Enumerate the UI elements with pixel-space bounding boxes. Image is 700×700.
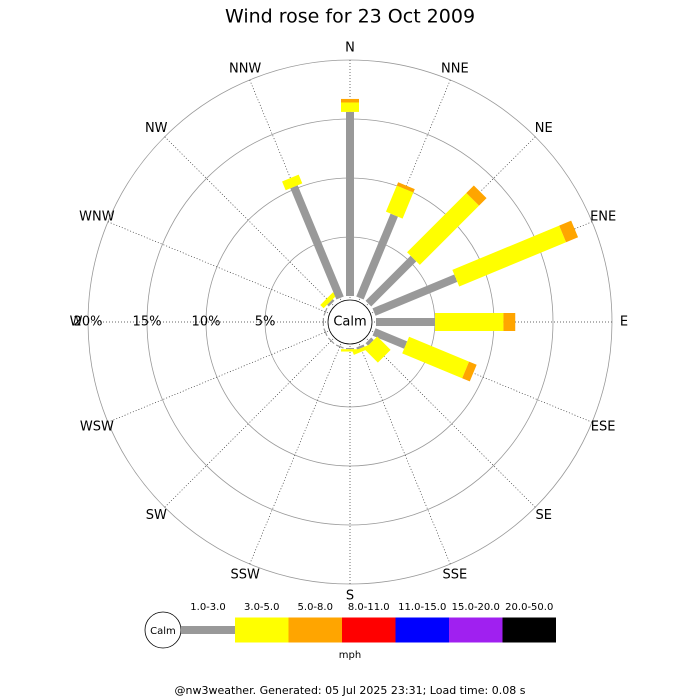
spoke: [164, 321, 351, 508]
legend-label: 11.0-15.0: [398, 602, 446, 613]
legend-label: 3.0-5.0: [244, 602, 279, 613]
bar-segment: [365, 255, 417, 307]
direction-label: N: [345, 41, 355, 56]
legend-label: 1.0-3.0: [190, 602, 225, 613]
bar-segment: [364, 336, 391, 363]
calm-label: Calm: [333, 315, 366, 330]
bar-segment: [466, 185, 487, 206]
bar-segment: [372, 328, 408, 349]
bar-segment: [407, 192, 480, 265]
chart-title: Wind rose for 23 Oct 2009: [225, 6, 475, 28]
bar-segment: [322, 318, 325, 326]
bar-segment: [346, 348, 354, 350]
direction-label: S: [346, 589, 354, 604]
direction-label: ESE: [591, 419, 616, 434]
direction-label: WNW: [79, 210, 115, 225]
r-tick-label: 5%: [255, 315, 276, 330]
direction-label: SSE: [442, 568, 467, 583]
calm-circle: [327, 299, 373, 345]
bar-segment: [372, 274, 458, 316]
bar-segment: [365, 337, 374, 346]
r-tick-label: 10%: [192, 315, 221, 330]
legend-swatch: [395, 617, 449, 643]
direction-bars: [335, 344, 344, 349]
legend-swatch: [288, 617, 342, 643]
bar-segment: [462, 361, 477, 382]
bar-segment: [503, 313, 516, 331]
bar-segment: [341, 98, 359, 103]
legend-label: 15.0-20.0: [452, 602, 500, 613]
legend-swatch: [502, 617, 556, 643]
direction-bars: [352, 344, 371, 355]
bar-segment: [452, 225, 567, 287]
bar-segment: [356, 344, 365, 350]
bar-segment: [385, 185, 414, 219]
direction-bars: [323, 307, 328, 316]
legend-label: 8.0-11.0: [348, 602, 390, 613]
r-tick-label: 20%: [74, 315, 103, 330]
direction-bars: [341, 98, 359, 296]
bar-segment: [323, 307, 328, 316]
direction-bars: [341, 348, 359, 352]
direction-bars: [320, 292, 337, 309]
bar-segment: [335, 344, 344, 349]
direction-bars: [365, 185, 487, 307]
bar-segment: [282, 174, 303, 191]
direction-label: W: [70, 315, 83, 330]
legend-label: 20.0-50.0: [505, 602, 553, 613]
bar-segment: [435, 313, 504, 331]
legend-swatch: [181, 626, 235, 634]
direction-label: NNE: [441, 61, 469, 76]
direction-bars: [323, 328, 328, 337]
direction-bars: [282, 174, 344, 300]
bar-segment: [396, 182, 415, 193]
direction-bars: [372, 220, 579, 316]
spoke: [249, 321, 351, 565]
bar-segment: [341, 102, 359, 112]
bar-segment: [327, 337, 335, 345]
direction-label: SE: [536, 508, 552, 523]
footer: @nw3weather. Generated: 05 Jul 2025 23:3…: [175, 684, 526, 697]
direction-label: ENE: [590, 210, 616, 225]
bar-segment: [376, 318, 435, 326]
direction-bars: [364, 336, 391, 363]
direction-label: WSW: [80, 419, 114, 434]
direction-bars: [356, 182, 415, 300]
direction-bars: [372, 328, 477, 382]
direction-label: E: [620, 315, 628, 330]
direction-bars: [327, 337, 335, 345]
legend-swatch: [235, 617, 289, 643]
r-tick-label: 15%: [133, 315, 162, 330]
direction-label: SW: [146, 508, 167, 523]
spoke: [164, 136, 351, 323]
bar-segment: [346, 111, 354, 296]
bar-segment: [290, 185, 344, 300]
bar-segment: [320, 292, 337, 309]
legend-swatch: [449, 617, 503, 643]
unit-label: mph: [339, 650, 361, 661]
direction-label: NE: [535, 121, 553, 136]
direction-label: SSW: [230, 568, 260, 583]
direction-label: NW: [145, 121, 168, 136]
bar-segment: [352, 344, 371, 355]
direction-label: NNW: [229, 61, 261, 76]
direction-bars: [322, 318, 325, 326]
bar-segment: [356, 213, 398, 300]
legend-swatch: [342, 617, 396, 643]
bar-segment: [559, 220, 579, 243]
spoke: [107, 321, 351, 423]
bar-segment: [323, 328, 328, 337]
direction-bars: [376, 313, 516, 331]
legend-calm-label: Calm: [150, 626, 176, 637]
legend-label: 5.0-8.0: [298, 602, 333, 613]
bar-segment: [402, 336, 470, 379]
bar-segment: [327, 299, 335, 307]
bar-segment: [341, 349, 359, 352]
